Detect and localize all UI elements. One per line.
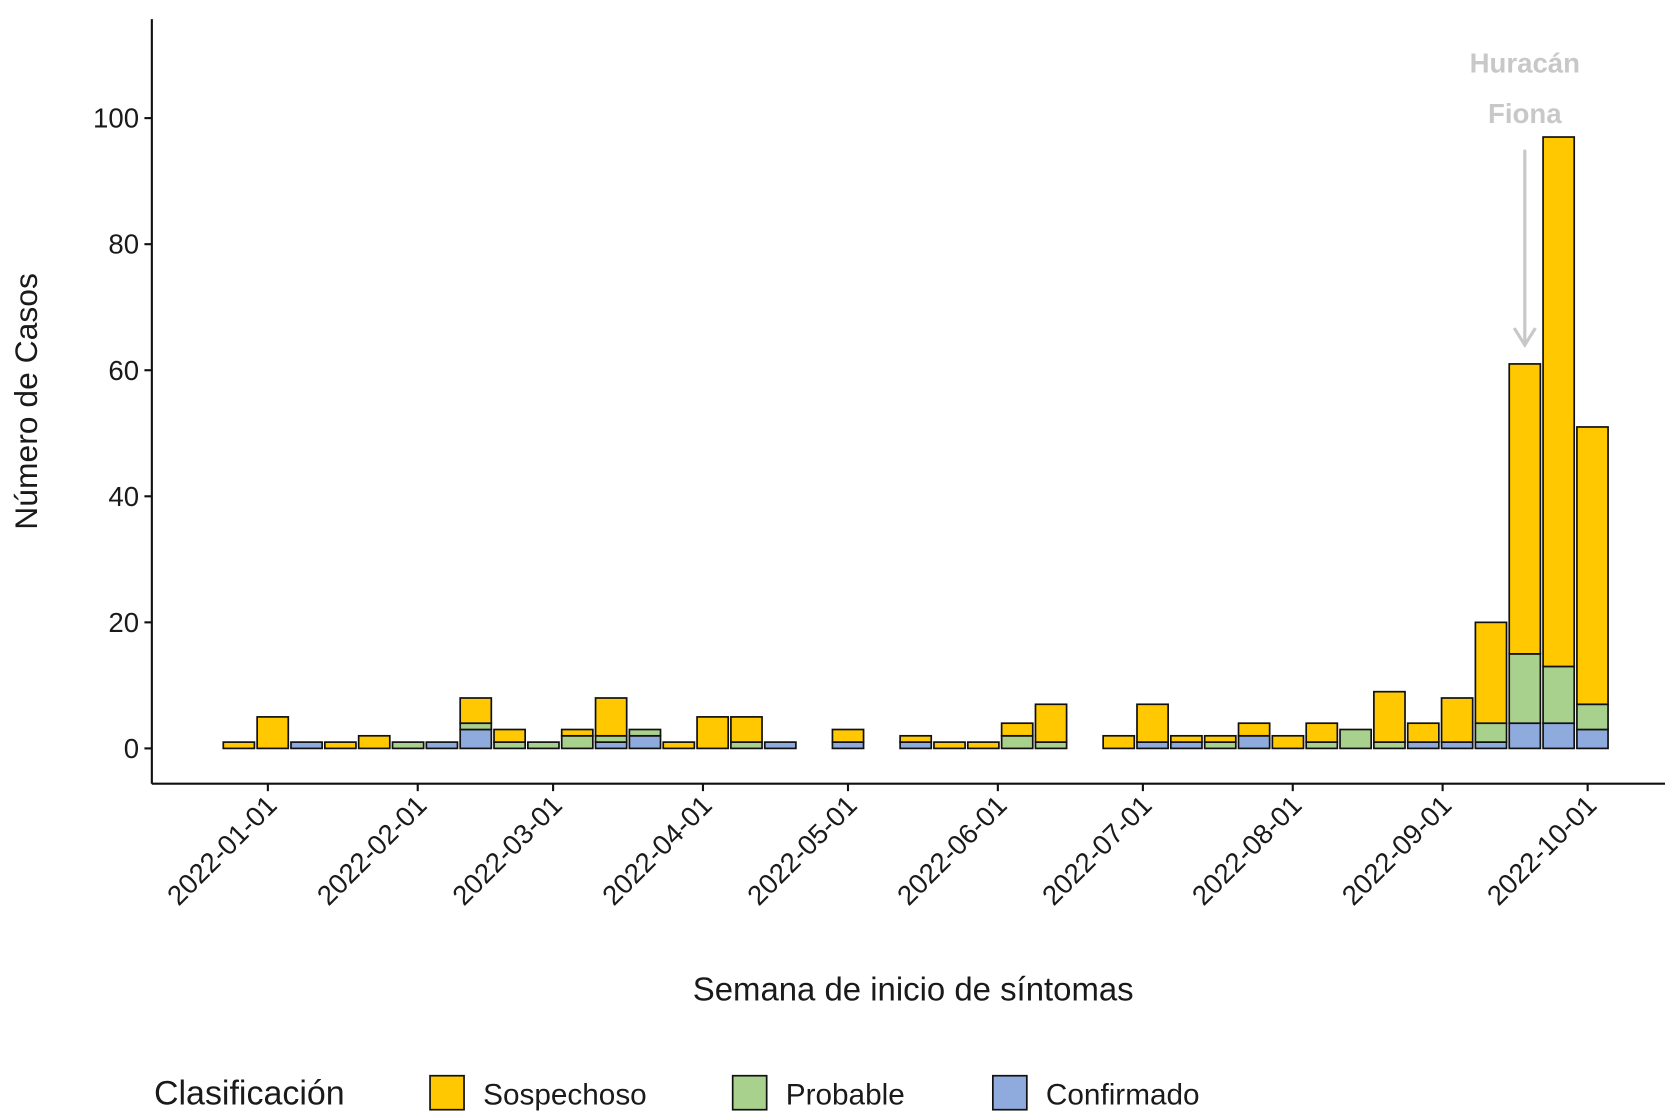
bar-segment: [1034, 741, 1068, 750]
bar-segment: [493, 728, 527, 743]
bar-segment: [256, 716, 290, 750]
x-tick-label: 2022-09-01: [1336, 789, 1458, 911]
bar-segment: [1271, 734, 1305, 750]
bar-segment: [696, 716, 730, 750]
y-axis-title: Número de Casos: [8, 273, 44, 530]
bar-segment: [560, 728, 594, 737]
y-tick-label: 20: [108, 607, 139, 638]
bar-segment: [899, 741, 933, 750]
bar-segment: [1102, 734, 1136, 750]
annotation-arrowhead: [1512, 327, 1537, 349]
legend-title: Clasificación: [154, 1074, 345, 1112]
bar-segment: [1474, 621, 1508, 725]
bar-segment: [1373, 741, 1406, 750]
bar-segment: [763, 741, 797, 750]
bar-segment: [1000, 722, 1034, 737]
x-tick-label: 2022-02-01: [311, 789, 433, 911]
legend-label: Confirmado: [1046, 1078, 1200, 1111]
bar-segment: [1508, 653, 1542, 725]
x-tick-label: 2022-01-01: [161, 789, 283, 911]
bar-segment: [1237, 722, 1271, 737]
bar-segment: [831, 728, 865, 743]
bar-segment: [1406, 722, 1440, 743]
bar-segment: [1305, 722, 1339, 743]
y-tick-label: 100: [93, 103, 139, 134]
bar-segment: [1440, 741, 1474, 750]
bar-segment: [1576, 703, 1609, 731]
bar-segment: [1000, 734, 1034, 750]
bar-segment: [1440, 697, 1474, 743]
y-tick-label: 0: [124, 733, 139, 764]
bar-segment: [594, 697, 628, 737]
annotation-text: Fiona: [1488, 98, 1562, 129]
bar-segment: [1406, 741, 1440, 750]
bar-segment: [1034, 703, 1068, 743]
bar-segment: [1136, 703, 1169, 743]
bar-segment: [357, 734, 391, 750]
bar-segment: [1203, 741, 1237, 750]
y-tick-label: 60: [108, 355, 139, 386]
x-tick-label: 2022-04-01: [596, 789, 718, 911]
bar-segment: [1542, 665, 1576, 725]
x-tick-label: 2022-10-01: [1481, 789, 1603, 911]
bar-segment: [1237, 734, 1271, 750]
bar-segment: [459, 697, 493, 725]
bar-segment: [1203, 734, 1237, 743]
bar-segment: [628, 734, 662, 750]
bar-segment: [628, 728, 662, 737]
bar-segment: [1576, 728, 1609, 750]
bar-segment: [933, 741, 966, 750]
bar-segment: [1508, 722, 1542, 750]
bar-segment: [662, 741, 696, 750]
bar-segment: [594, 734, 628, 743]
bar-segment: [1576, 426, 1609, 706]
bar-segment: [1542, 722, 1576, 750]
bar-segment: [425, 741, 459, 750]
x-tick-label: 2022-06-01: [891, 789, 1013, 911]
x-axis-title: Semana de inicio de síntomas: [693, 970, 1134, 1007]
bar-segment: [1474, 741, 1508, 750]
legend-swatch: [731, 1074, 768, 1111]
y-tick-label: 40: [108, 481, 139, 512]
bar-segment: [493, 741, 527, 750]
x-tick-label: 2022-08-01: [1186, 789, 1308, 911]
bar-segment: [1169, 741, 1203, 750]
bar-segment: [899, 734, 933, 743]
bar-segment: [1136, 741, 1169, 750]
bar-segment: [966, 741, 1000, 750]
legend-label: Probable: [786, 1078, 905, 1111]
x-tick-label: 2022-07-01: [1036, 789, 1158, 911]
y-tick-label: 80: [108, 229, 139, 260]
bar-segment: [459, 728, 493, 750]
bar-segment: [1339, 728, 1373, 750]
x-tick-label: 2022-03-01: [446, 789, 568, 911]
bar-segment: [459, 722, 493, 731]
legend-swatch: [991, 1074, 1028, 1111]
bar-segment: [730, 741, 763, 750]
bar-segment: [391, 741, 425, 750]
bar-segment: [1508, 363, 1542, 655]
legend-label: Sospechoso: [483, 1078, 647, 1111]
bar-segment: [1169, 734, 1203, 743]
bar-segment: [560, 734, 594, 750]
bar-segment: [290, 741, 323, 750]
bar-segment: [1542, 136, 1576, 668]
bar-segment: [594, 741, 628, 750]
bar-segment: [1373, 690, 1406, 743]
bar-segment: [831, 741, 865, 750]
bar-segment: [527, 741, 560, 750]
bar-segment: [730, 716, 763, 743]
bar-segment: [222, 741, 256, 750]
bar-segment: [1474, 722, 1508, 743]
bar-segment: [323, 741, 357, 750]
annotation-text: Huracán: [1470, 47, 1580, 78]
x-tick-label: 2022-05-01: [741, 789, 863, 911]
legend-swatch: [429, 1074, 465, 1111]
bar-segment: [1305, 741, 1339, 750]
